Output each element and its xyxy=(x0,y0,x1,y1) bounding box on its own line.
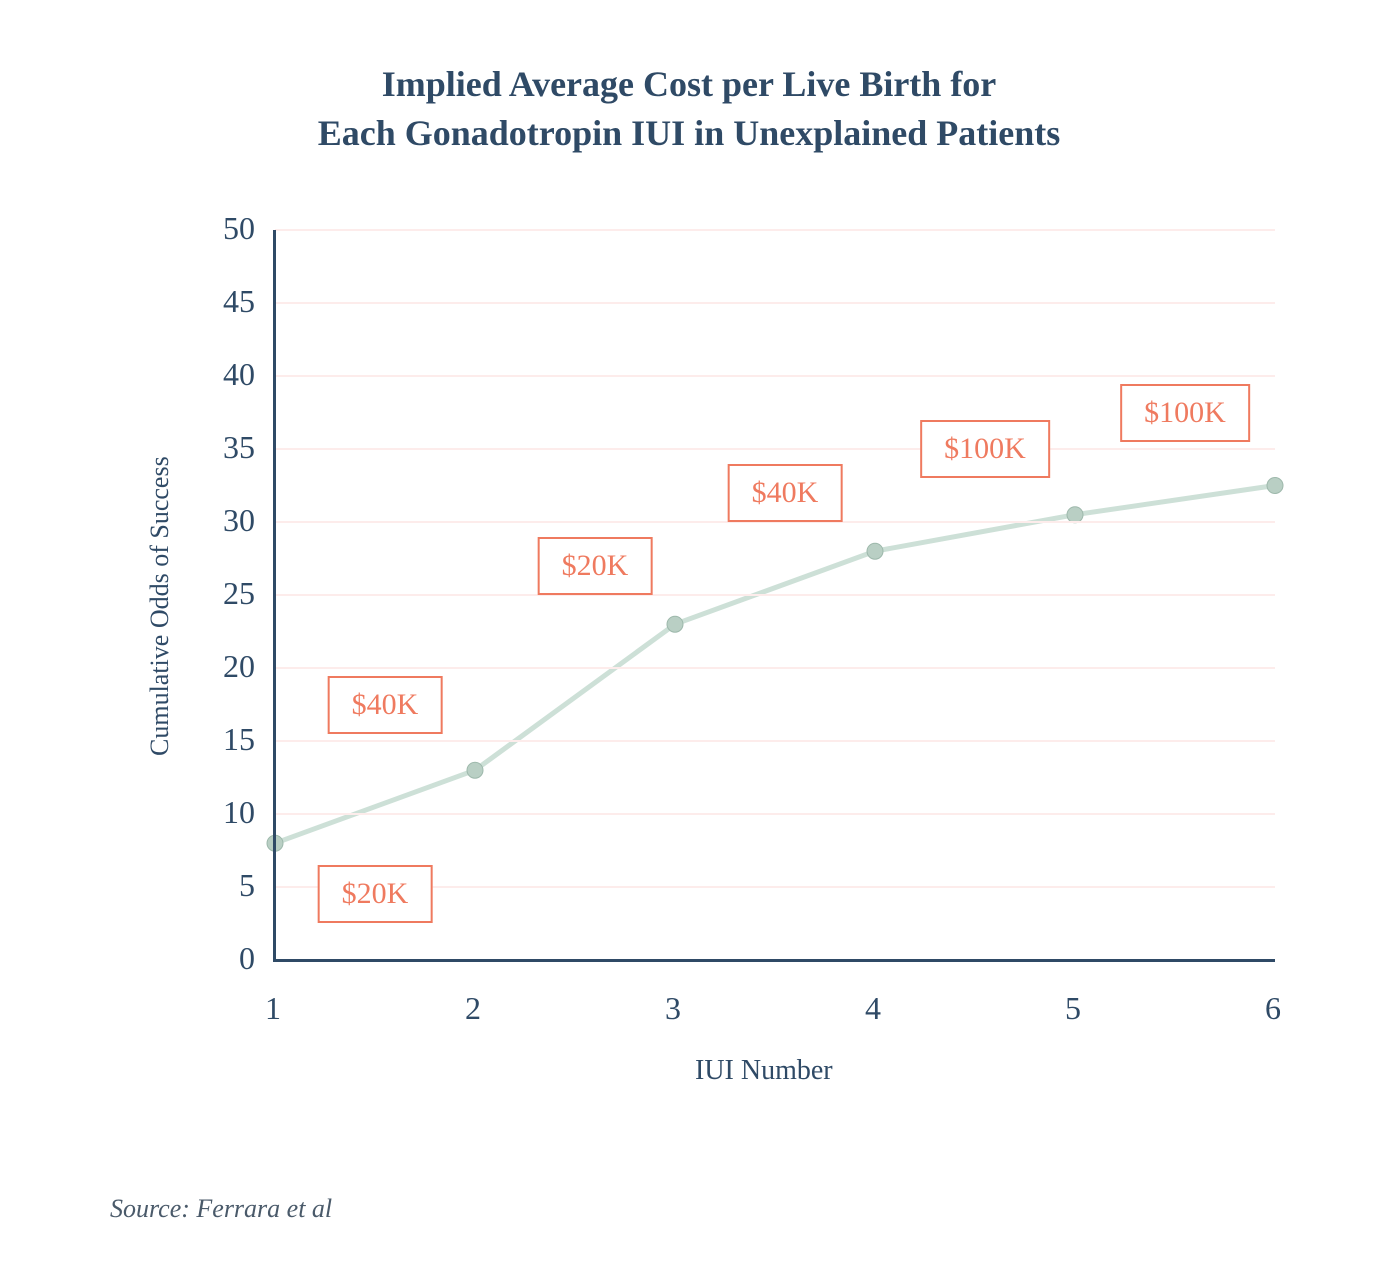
chart-title: Implied Average Cost per Live Birth for … xyxy=(0,60,1378,157)
y-tick-label: 0 xyxy=(195,940,255,977)
x-tick-label: 2 xyxy=(465,990,481,1027)
x-tick-label: 6 xyxy=(1265,990,1281,1027)
y-tick-label: 5 xyxy=(195,867,255,904)
y-tick-label: 50 xyxy=(195,210,255,247)
cost-annotation: $100K xyxy=(920,420,1050,478)
y-tick-label: 45 xyxy=(195,283,255,320)
y-tick-label: 10 xyxy=(195,794,255,831)
x-tick-label: 3 xyxy=(665,990,681,1027)
y-axis-line xyxy=(273,230,276,960)
gridline xyxy=(275,740,1275,742)
source-citation: Source: Ferrara et al xyxy=(110,1194,332,1224)
gridline xyxy=(275,667,1275,669)
x-axis-line xyxy=(273,959,1275,962)
line-series xyxy=(275,486,1275,844)
data-point xyxy=(667,616,683,632)
y-tick-label: 25 xyxy=(195,575,255,612)
x-tick-label: 5 xyxy=(1065,990,1081,1027)
cost-annotation: $20K xyxy=(538,537,653,595)
data-point xyxy=(867,543,883,559)
gridline xyxy=(275,229,1275,231)
y-axis-label: Cumulative Odds of Success xyxy=(145,456,175,756)
plot-area: 05101520253035404550123456$20K$40K$20K$4… xyxy=(275,230,1275,960)
cost-annotation: $40K xyxy=(728,464,843,522)
chart-title-line2: Each Gonadotropin IUI in Unexplained Pat… xyxy=(318,113,1060,153)
x-tick-label: 4 xyxy=(865,990,881,1027)
data-point xyxy=(467,762,483,778)
gridline xyxy=(275,448,1275,450)
gridline xyxy=(275,813,1275,815)
y-tick-label: 15 xyxy=(195,721,255,758)
x-tick-label: 1 xyxy=(265,990,281,1027)
y-tick-label: 35 xyxy=(195,429,255,466)
gridline xyxy=(275,594,1275,596)
y-tick-label: 40 xyxy=(195,356,255,393)
cost-annotation: $20K xyxy=(318,865,433,923)
y-tick-label: 20 xyxy=(195,648,255,685)
chart-title-line1: Implied Average Cost per Live Birth for xyxy=(382,64,997,104)
y-tick-label: 30 xyxy=(195,502,255,539)
cost-annotation: $40K xyxy=(328,676,443,734)
chart-container: Implied Average Cost per Live Birth for … xyxy=(0,0,1378,1284)
gridline xyxy=(275,302,1275,304)
gridline xyxy=(275,375,1275,377)
x-axis-label: IUI Number xyxy=(695,1055,833,1087)
data-point xyxy=(1267,478,1283,494)
cost-annotation: $100K xyxy=(1120,384,1250,442)
